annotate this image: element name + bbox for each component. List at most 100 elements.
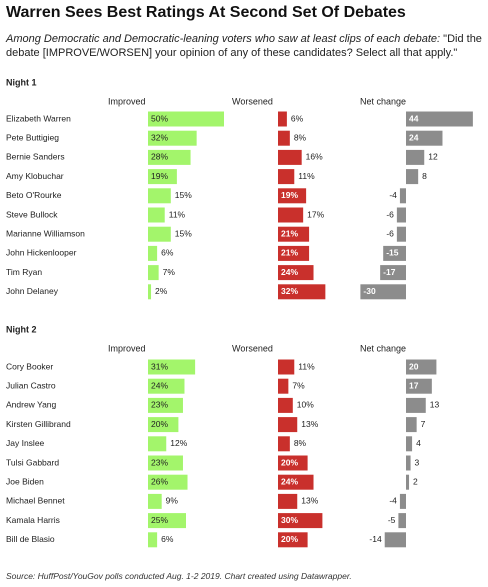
- night2-worsened-value: 24%: [281, 476, 298, 486]
- night1-improved-bar: [148, 149, 191, 165]
- night1-worsened-bar: [278, 111, 287, 127]
- night2-net-change-bar: [398, 513, 406, 529]
- night1-improved-value: 50%: [151, 113, 168, 123]
- night2-improved-value: 25%: [151, 515, 168, 525]
- night1-net-change-value: -17: [383, 267, 396, 277]
- subtitle-lead: Among Democratic and Democratic-leaning …: [6, 33, 441, 45]
- night2-net-change-value: 7: [421, 419, 426, 429]
- chart-subtitle: Among Democratic and Democratic-leaning …: [6, 32, 484, 60]
- night1-candidate-label: John Hickenlooper: [6, 248, 77, 258]
- night1-improved-value: 15%: [175, 228, 192, 238]
- night1-header-net-change: Net change: [360, 96, 406, 106]
- night1-net-change-value: -4: [389, 190, 397, 200]
- night2-improved-value: 6%: [161, 534, 174, 544]
- night2-net-change-value: 3: [415, 457, 420, 467]
- night1-candidate-label: Steve Bullock: [6, 209, 58, 219]
- night1-improved-value: 15%: [175, 190, 192, 200]
- night1-net-change-bar: [360, 284, 406, 300]
- night2-header-worsened: Worsened: [232, 343, 273, 353]
- night1-worsened-value: 32%: [281, 286, 298, 296]
- night2-improved-value: 9%: [166, 496, 179, 506]
- night1-worsened-value: 17%: [307, 209, 324, 219]
- night1-improved-bar: [148, 284, 152, 300]
- night2-worsened-bar: [278, 359, 295, 375]
- night2-worsened-value: 8%: [294, 438, 307, 448]
- night2-improved-value: 31%: [151, 361, 168, 371]
- night2-improved-bar: [148, 474, 188, 490]
- night2-net-change-value: -5: [388, 515, 396, 525]
- night2-worsened-bar: [278, 436, 290, 452]
- night2-net-change-bar: [406, 417, 417, 433]
- night2-net-change-value: -4: [389, 496, 397, 506]
- chart-title: Warren Sees Best Ratings At Second Set O…: [6, 4, 406, 21]
- night2-net-change-value: 20: [409, 361, 419, 371]
- night2-net-change-bar: [399, 493, 406, 509]
- night1-net-change-bar: [396, 207, 406, 223]
- night2-worsened-bar: [278, 493, 298, 509]
- night1-worsened-bar: [278, 226, 310, 242]
- night1-net-change-value: 24: [409, 132, 419, 142]
- night2-worsened-value: 11%: [298, 361, 315, 371]
- night1-worsened-value: 8%: [294, 132, 307, 142]
- night1-worsened-value: 21%: [281, 228, 298, 238]
- night2-improved-value: 26%: [151, 476, 168, 486]
- night1-net-change-bar: [380, 265, 406, 281]
- night1-improved-bar: [148, 130, 197, 146]
- night1-net-change-bar: [399, 188, 406, 204]
- night1-worsened-bar: [278, 188, 307, 204]
- night1-net-change-bar: [406, 169, 419, 185]
- night2-header-improved: Improved: [108, 343, 146, 353]
- night2-net-change-value: 2: [413, 476, 418, 486]
- night1-candidate-label: Beto O'Rourke: [6, 190, 62, 200]
- night1-net-change-bar: [406, 130, 443, 146]
- night1-improved-bar: [148, 169, 177, 185]
- night2-worsened-value: 7%: [292, 380, 305, 390]
- night2-improved-bar: [148, 436, 167, 452]
- night2-improved-bar: [148, 513, 186, 529]
- night1-worsened-value: 16%: [306, 152, 323, 162]
- night1-net-change-value: -6: [386, 228, 394, 238]
- night1-improved-bar: [148, 188, 171, 204]
- night2-improved-value: 23%: [151, 457, 168, 467]
- night1-net-change-bar: [396, 226, 406, 242]
- night2-net-change-bar: [384, 532, 406, 548]
- night2-worsened-bar: [278, 417, 298, 433]
- night1-improved-value: 2%: [155, 286, 168, 296]
- night2-candidate-label: Kirsten Gillibrand: [6, 419, 71, 429]
- night2-worsened-value: 13%: [301, 419, 318, 429]
- night1-improved-value: 6%: [161, 248, 174, 258]
- night1-header-worsened: Worsened: [232, 96, 273, 106]
- night1-worsened-bar: [278, 207, 304, 223]
- night2-worsened-value: 20%: [281, 534, 298, 544]
- night2-candidate-label: Cory Booker: [6, 361, 53, 371]
- night1-net-change-bar: [383, 245, 406, 261]
- night2-improved-bar: [148, 417, 179, 433]
- night1-worsened-value: 19%: [281, 190, 298, 200]
- night1-net-change-value: -6: [386, 209, 394, 219]
- night1-improved-bar: [148, 111, 224, 127]
- source-note: Source: HuffPost/YouGov polls conducted …: [6, 571, 352, 581]
- night2-net-change-value: 17: [409, 380, 419, 390]
- night2-worsened-bar: [278, 532, 308, 548]
- night1-worsened-bar: [278, 245, 310, 261]
- night1-improved-value: 7%: [163, 267, 176, 277]
- night1-worsened-bar: [278, 265, 314, 281]
- night1-candidate-label: John Delaney: [6, 286, 59, 296]
- night2-net-change-bar: [406, 455, 411, 471]
- night2-candidate-label: Andrew Yang: [6, 400, 57, 410]
- night2-improved-bar: [148, 359, 196, 375]
- night2-improved-value: 24%: [151, 380, 168, 390]
- night2-worsened-bar: [278, 455, 308, 471]
- night1-header-improved: Improved: [108, 96, 146, 106]
- night2-improved-bar: [148, 378, 185, 394]
- night1-net-change-value: 44: [409, 113, 419, 123]
- night1-panel-title: Night 1: [6, 77, 37, 87]
- night2-candidate-label: Kamala Harris: [6, 515, 60, 525]
- night1-candidate-label: Pete Buttigieg: [6, 132, 59, 142]
- night2-header-net-change: Net change: [360, 343, 406, 353]
- night2-candidate-label: Tulsi Gabbard: [6, 457, 59, 467]
- night2-worsened-bar: [278, 474, 314, 490]
- night1-candidate-label: Tim Ryan: [6, 267, 42, 277]
- night2-improved-bar: [148, 455, 183, 471]
